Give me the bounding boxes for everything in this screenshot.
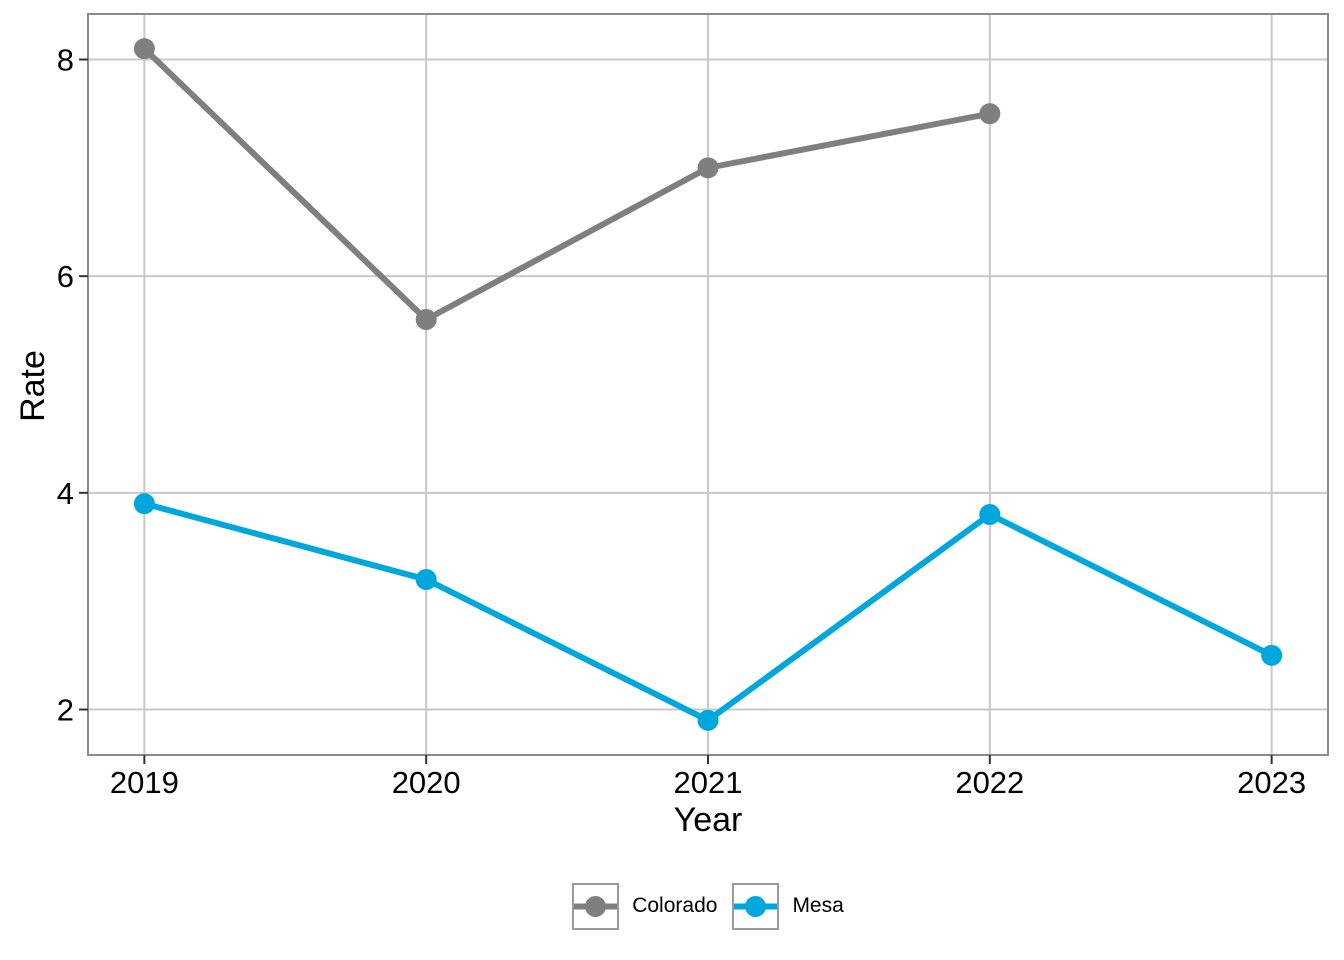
x-tick-label: 2020 [392,765,461,800]
data-point-mesa [979,504,1001,525]
legend-point-sample [585,895,607,917]
data-point-colorado [415,309,437,330]
x-tick-label: 2023 [1237,765,1306,800]
data-point-mesa [697,709,719,731]
y-tick-label: 6 [57,259,74,294]
legend-key [572,882,620,930]
legend-item-mesa: Mesa [732,882,844,930]
data-point-mesa [1261,644,1283,666]
data-point-mesa [133,493,155,515]
series-layer [133,38,1283,731]
legend-key [732,882,780,930]
axis-layer: 2019 2020 2021 2022 2023 2 4 6 8 [57,43,1306,801]
y-axis-title: Rate [14,350,52,422]
legend-point-sample [745,895,767,917]
legend-item-colorado: Colorado [572,882,718,930]
series-line-colorado [142,46,991,324]
data-point-colorado [697,157,719,179]
data-point-mesa [415,569,437,590]
x-tick-label: 2021 [674,765,743,800]
data-point-colorado [133,38,155,60]
y-tick-label: 2 [57,693,74,728]
legend-label: Colorado [632,894,718,917]
gridlines [88,14,1328,755]
x-axis-title: Year [674,801,743,839]
legend-label: Mesa [792,894,844,917]
legend: Colorado Mesa [88,882,1328,930]
y-tick-label: 8 [57,43,74,78]
x-tick-label: 2019 [110,765,179,800]
y-tick-label: 4 [57,476,74,511]
legend-line-icon [734,895,778,917]
x-tick-label: 2022 [955,765,1024,800]
data-point-colorado [979,103,1001,125]
legend-line-icon [574,895,618,917]
